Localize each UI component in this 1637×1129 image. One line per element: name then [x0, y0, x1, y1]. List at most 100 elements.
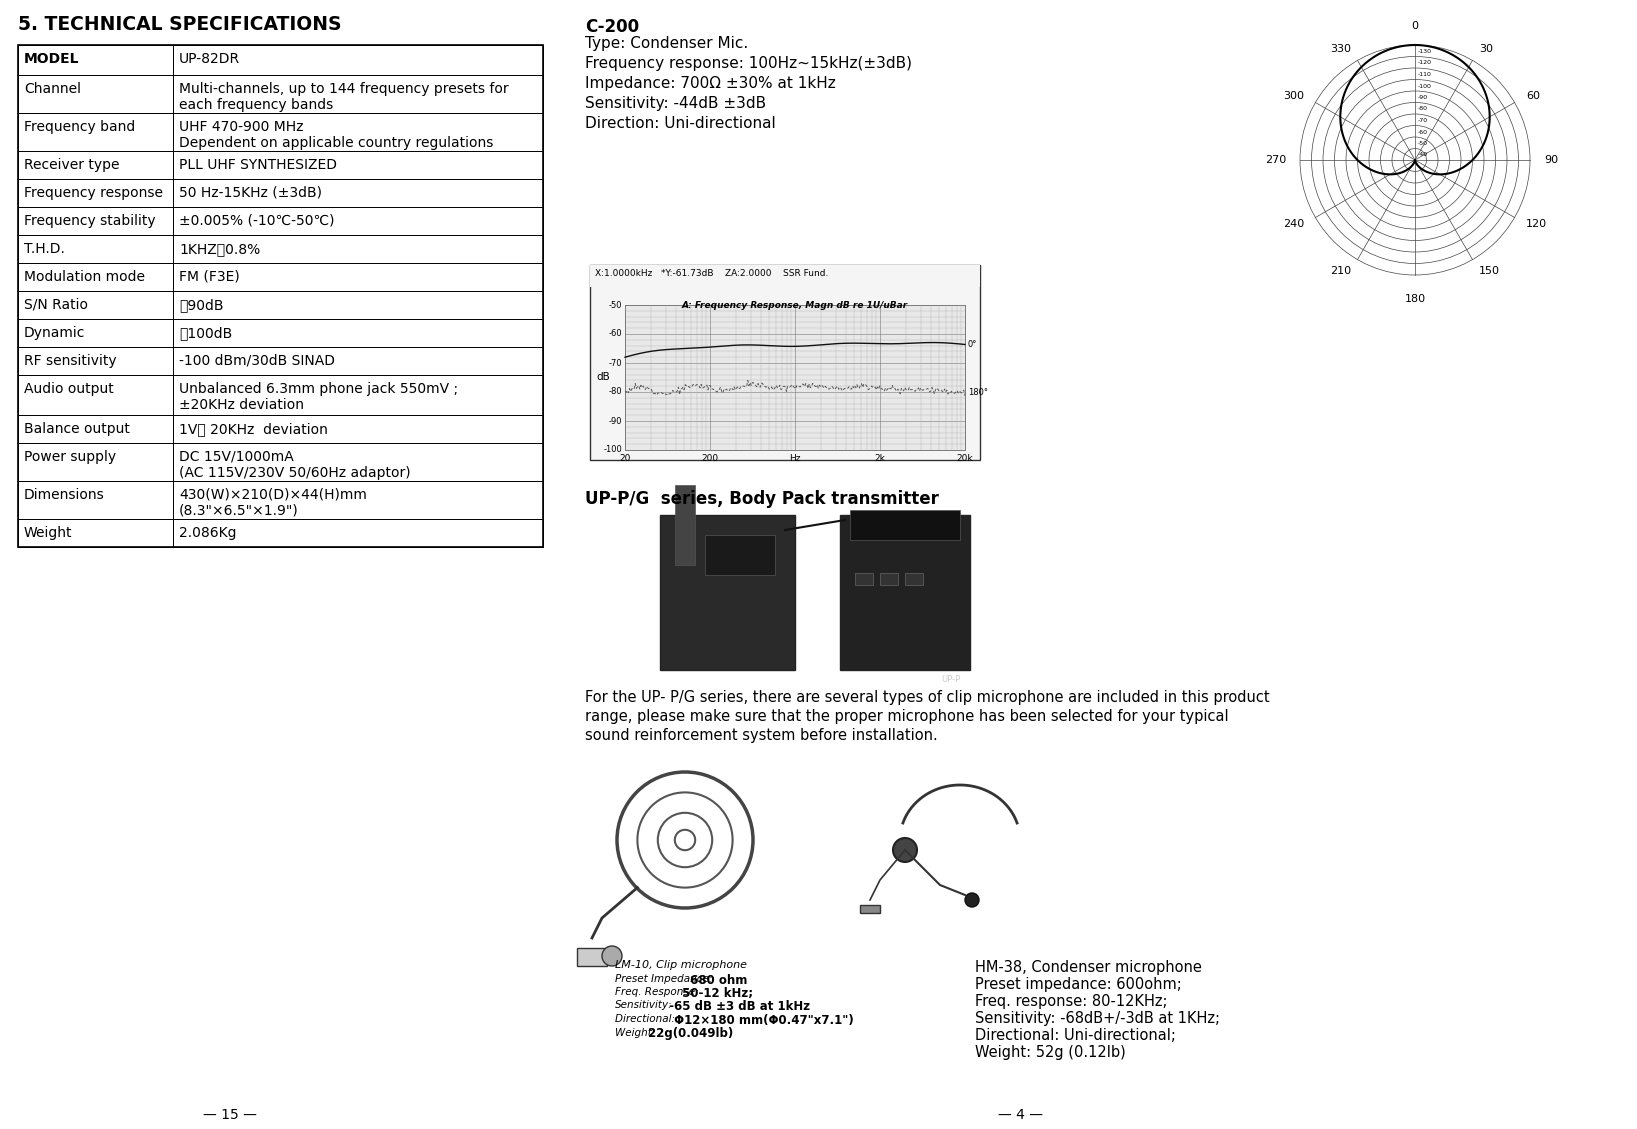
Bar [174, 151, 543, 180]
Bar [18, 320, 174, 347]
Bar [18, 75, 174, 113]
Bar [660, 515, 796, 669]
Bar [174, 519, 543, 546]
Bar [174, 45, 543, 75]
Text: Dimensions: Dimensions [25, 488, 105, 502]
Bar [174, 180, 543, 207]
Text: ＞100dB: ＞100dB [178, 326, 232, 340]
Bar [18, 291, 174, 320]
Text: FM (F3E): FM (F3E) [178, 270, 239, 285]
Bar [174, 291, 543, 320]
Text: Preset Impedance:: Preset Impedance: [616, 973, 712, 983]
Text: 0: 0 [1411, 21, 1419, 30]
Bar [674, 485, 696, 564]
Text: -50: -50 [609, 300, 622, 309]
Text: 2.086Kg: 2.086Kg [178, 526, 236, 540]
Bar [18, 375, 174, 415]
Bar [18, 347, 174, 375]
Text: UP-P: UP-P [941, 675, 959, 684]
Text: Receiver type: Receiver type [25, 158, 120, 172]
Text: 150: 150 [1478, 265, 1499, 275]
Text: HM-38, Condenser microphone: HM-38, Condenser microphone [976, 960, 1202, 975]
Circle shape [602, 946, 622, 966]
Bar [18, 263, 174, 291]
Text: 50-12 kHz;: 50-12 kHz; [678, 987, 753, 1000]
Bar [18, 45, 543, 546]
Bar [859, 905, 881, 913]
Text: Impedance: 700Ω ±30% at 1kHz: Impedance: 700Ω ±30% at 1kHz [584, 76, 837, 91]
Text: 180: 180 [1405, 294, 1426, 304]
Text: 430(W)×210(D)×44(H)mm: 430(W)×210(D)×44(H)mm [178, 488, 367, 502]
Text: -90: -90 [1418, 95, 1427, 100]
Text: 210: 210 [1329, 265, 1351, 275]
Text: Preset impedance: 600ohm;: Preset impedance: 600ohm; [976, 977, 1182, 992]
Text: Freq. response: 80-12KHz;: Freq. response: 80-12KHz; [976, 994, 1167, 1009]
Text: 1V， 20KHz  deviation: 1V， 20KHz deviation [178, 422, 327, 436]
Text: 50 Hz-15KHz (±3dB): 50 Hz-15KHz (±3dB) [178, 186, 322, 200]
Text: For the UP- P/G series, there are several types of clip microphone are included : For the UP- P/G series, there are severa… [584, 690, 1270, 704]
Text: 30: 30 [1478, 44, 1493, 54]
Text: T.H.D.: T.H.D. [25, 242, 65, 256]
Bar [174, 347, 543, 375]
Bar [174, 263, 543, 291]
Text: — 15 —: — 15 — [203, 1108, 257, 1122]
Text: Sensitivity: -44dB ±3dB: Sensitivity: -44dB ±3dB [584, 96, 766, 111]
Text: S/N Ratio: S/N Ratio [25, 298, 88, 312]
Text: ±20KHz deviation: ±20KHz deviation [178, 399, 304, 412]
Text: 60: 60 [1526, 91, 1540, 100]
Text: -65 dB ±3 dB at 1kHz: -65 dB ±3 dB at 1kHz [665, 1000, 810, 1014]
Text: 20k: 20k [956, 454, 974, 463]
Circle shape [894, 838, 917, 863]
Text: dB: dB [596, 373, 611, 383]
Text: UP-P/G  series, Body Pack transmitter: UP-P/G series, Body Pack transmitter [584, 490, 940, 508]
Bar [174, 75, 543, 113]
Text: 2k: 2k [874, 454, 886, 463]
Text: RF sensitivity: RF sensitivity [25, 355, 116, 368]
Text: -60: -60 [609, 330, 622, 339]
Bar [174, 415, 543, 443]
Text: LM-10, Clip microphone: LM-10, Clip microphone [616, 960, 746, 970]
Bar [174, 207, 543, 235]
Text: — 4 —: — 4 — [997, 1108, 1043, 1122]
Text: Hz: Hz [789, 454, 800, 463]
Text: Directional: Uni-directional;: Directional: Uni-directional; [976, 1029, 1175, 1043]
Text: -70: -70 [609, 359, 622, 368]
Text: A: Frequency Response, Magn dB re 1U/uBar: A: Frequency Response, Magn dB re 1U/uBa… [683, 301, 909, 310]
Text: ＞90dB: ＞90dB [178, 298, 224, 312]
Text: -80: -80 [1418, 106, 1427, 112]
Text: -40: -40 [1418, 152, 1427, 158]
Text: Frequency response: Frequency response [25, 186, 164, 200]
Bar [18, 415, 174, 443]
Bar [174, 481, 543, 519]
Bar [589, 265, 981, 460]
Bar [840, 515, 971, 669]
Text: ±0.005% (-10℃-50℃): ±0.005% (-10℃-50℃) [178, 215, 334, 228]
Bar [174, 375, 543, 415]
Bar [905, 574, 923, 585]
Bar [174, 235, 543, 263]
Text: 200: 200 [701, 454, 719, 463]
Bar [589, 265, 981, 287]
Bar [706, 535, 774, 575]
Text: 300: 300 [1283, 91, 1305, 100]
Text: -70: -70 [1418, 119, 1427, 123]
Bar [18, 45, 174, 75]
Bar [174, 443, 543, 481]
Bar [18, 443, 174, 481]
Text: UHF 470-900 MHz: UHF 470-900 MHz [178, 120, 303, 134]
Text: Weight: Weight [25, 526, 72, 540]
Text: 0°: 0° [967, 340, 977, 349]
Text: Modulation mode: Modulation mode [25, 270, 146, 285]
Text: Channel: Channel [25, 82, 80, 96]
Text: sound reinforcement system before installation.: sound reinforcement system before instal… [584, 728, 938, 743]
Text: X:1.0000kHz   *Y:-61.73dB    ZA:2.0000    SSR Fund.: X:1.0000kHz *Y:-61.73dB ZA:2.0000 SSR Fu… [594, 269, 828, 278]
Text: Direction: Uni-directional: Direction: Uni-directional [584, 116, 776, 131]
Text: -100 dBm/30dB SINAD: -100 dBm/30dB SINAD [178, 355, 336, 368]
Text: Sensitivity: -68dB+/-3dB at 1KHz;: Sensitivity: -68dB+/-3dB at 1KHz; [976, 1010, 1220, 1026]
Text: DC 15V/1000mA: DC 15V/1000mA [178, 450, 293, 464]
Text: 22g(0.049lb): 22g(0.049lb) [645, 1027, 733, 1041]
Text: 1KHZ＜0.8%: 1KHZ＜0.8% [178, 242, 260, 256]
Text: MODEL: MODEL [25, 52, 80, 65]
Text: Frequency stability: Frequency stability [25, 215, 156, 228]
Text: C-200: C-200 [584, 18, 638, 36]
